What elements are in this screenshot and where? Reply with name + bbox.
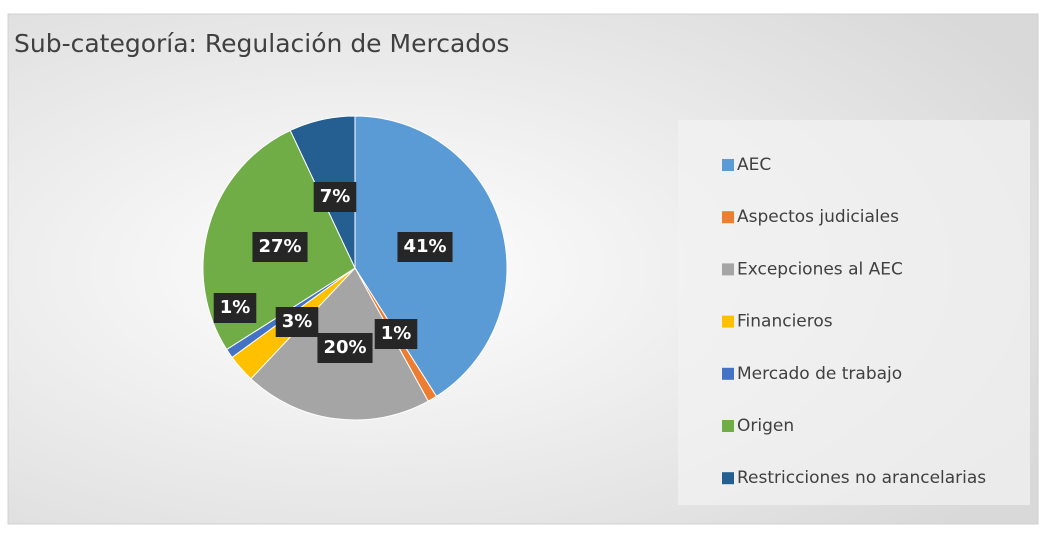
data-label-box — [252, 232, 308, 262]
data-label: 20% — [323, 337, 366, 358]
legend-swatch — [722, 159, 734, 171]
data-label-box — [213, 293, 257, 323]
legend-label: Origen — [737, 416, 794, 436]
data-label-box — [275, 307, 319, 337]
legend-label: Restricciones no arancelarias — [737, 468, 986, 488]
legend-swatch — [722, 472, 734, 485]
data-label: 41% — [403, 236, 446, 257]
chart-title: Sub-categoría: Regulación de Mercados — [14, 29, 509, 58]
legend: AEC Aspectos judiciales Excepciones al AEC… — [722, 155, 986, 488]
legend-box — [678, 120, 1030, 505]
legend-swatch — [722, 315, 734, 328]
pie — [202, 115, 508, 421]
data-label: 7% — [320, 186, 351, 207]
data-label-box — [317, 333, 373, 363]
legend-swatch — [722, 263, 734, 276]
data-label-box — [313, 182, 357, 212]
data-label-box — [397, 232, 453, 262]
data-label-box — [374, 319, 418, 349]
data-label: 1% — [220, 297, 251, 318]
legend-label: AEC — [737, 155, 771, 175]
legend-swatch — [722, 420, 734, 432]
data-label: 3% — [282, 311, 313, 332]
data-label: 27% — [258, 236, 301, 257]
legend-label: Financieros — [737, 312, 833, 332]
data-label: 1% — [381, 323, 412, 344]
legend-label: Aspectos judiciales — [737, 207, 899, 227]
legend-label: Excepciones al AEC — [737, 259, 903, 279]
legend-swatch — [722, 367, 734, 380]
legend-swatch — [722, 211, 734, 224]
data-labels: 41% 1% 20% 3% 1% 27% 7% — [213, 182, 453, 363]
legend-label: Mercado de trabajo — [737, 364, 902, 384]
